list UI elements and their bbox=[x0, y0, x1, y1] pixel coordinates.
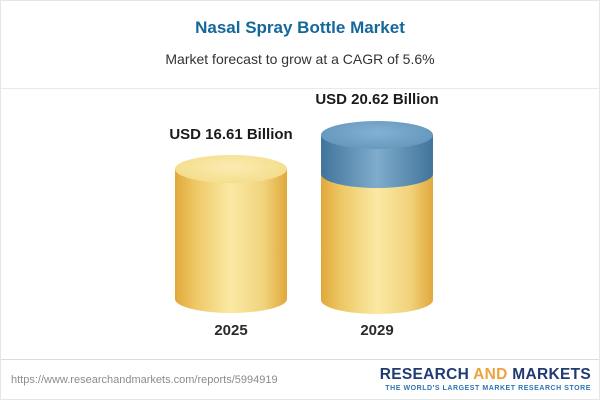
category-label-2025: 2025 bbox=[214, 322, 248, 339]
report-url-link[interactable]: https://www.researchandmarkets.com/repor… bbox=[11, 373, 278, 386]
cylinder-2029-top-ellipse bbox=[321, 121, 433, 149]
value-label-2029: USD 20.62 Billion bbox=[315, 91, 439, 108]
bar-chart: USD 16.61 Billion 2025 USD 20.62 Billion… bbox=[1, 90, 599, 361]
bar-2025: USD 16.61 Billion 2025 bbox=[169, 90, 292, 361]
chart-title: Nasal Spray Bottle Market bbox=[195, 18, 405, 37]
cylinder-2025 bbox=[175, 155, 287, 313]
cylinder-2029-base-segment bbox=[321, 174, 433, 300]
cylinder-2029 bbox=[321, 121, 433, 314]
logo-word-research: RESEARCH bbox=[379, 366, 470, 384]
logo-word-markets: MARKETS bbox=[512, 366, 591, 384]
chart-subtitle: Market forecast to grow at a CAGR of 5.6… bbox=[165, 51, 435, 67]
chart-header: Nasal Spray Bottle Market Market forecas… bbox=[1, 1, 599, 89]
bar-2029: USD 20.62 Billion 2029 bbox=[315, 90, 438, 361]
logo-tagline: THE WORLD'S LARGEST MARKET RESEARCH STOR… bbox=[385, 385, 591, 393]
logo-wordmark: RESEARCH AND MARKETS bbox=[380, 366, 591, 383]
category-label-2029: 2029 bbox=[360, 322, 394, 339]
researchandmarkets-logo: RESEARCH AND MARKETS THE WORLD'S LARGEST… bbox=[380, 366, 591, 393]
cylinder-2025-top-ellipse bbox=[175, 155, 287, 183]
footer: https://www.researchandmarkets.com/repor… bbox=[1, 359, 599, 399]
logo-word-and: AND bbox=[473, 366, 508, 384]
value-label-2025: USD 16.61 Billion bbox=[169, 126, 293, 143]
cylinder-2025-body bbox=[175, 169, 287, 299]
